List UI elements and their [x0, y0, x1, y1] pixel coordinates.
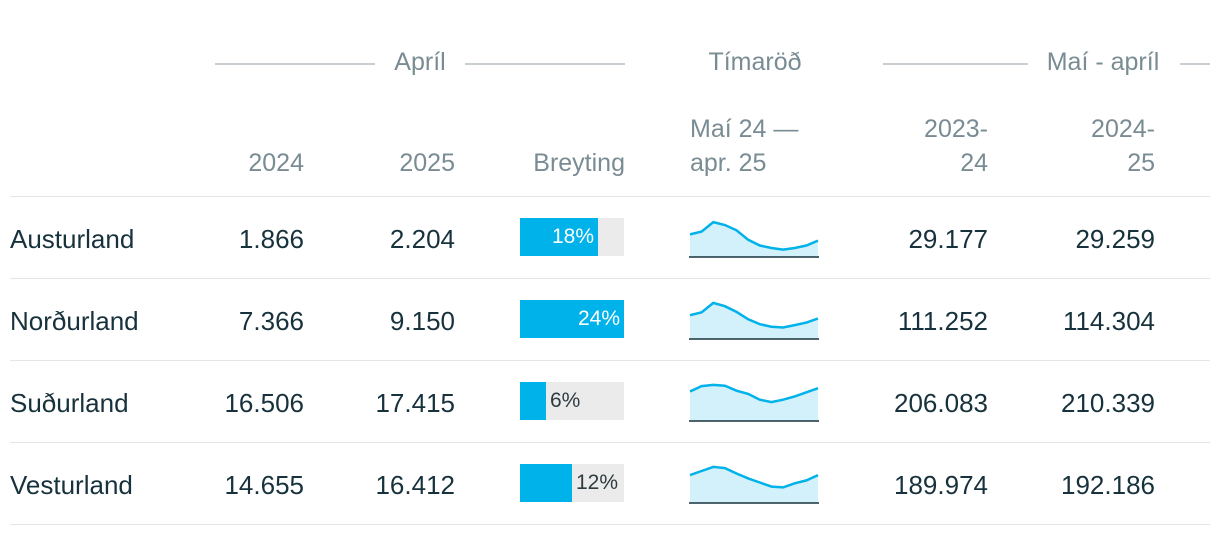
col-header-2025: 2025: [399, 149, 455, 177]
change-bar: [520, 382, 546, 420]
value-period-2324: 29.177: [908, 224, 988, 254]
sparkline-area: [690, 466, 818, 503]
group-line-period-left: [883, 63, 1028, 65]
region-label: Suðurland: [10, 388, 129, 418]
value-period-2425: 29.259: [1075, 224, 1155, 254]
change-bar: [520, 218, 598, 256]
change-bar: [520, 300, 624, 338]
value-2024: 16.506: [224, 388, 304, 418]
value-period-2324: 111.252: [897, 306, 988, 336]
value-2025: 2.204: [389, 224, 455, 254]
col-header-period-2425-line2: 25: [1127, 149, 1155, 177]
col-header-timeseries-line1: Maí 24 —: [690, 115, 799, 143]
sparkline-area: [690, 384, 818, 421]
group-line-april-right: [465, 63, 625, 65]
change-bar: [520, 464, 572, 502]
sparkline-line: [689, 465, 819, 489]
value-2025: 9.150: [389, 306, 455, 336]
col-header-period-2324: 2023- 24: [880, 112, 988, 180]
change-label: 12%: [576, 471, 619, 494]
col-header-timeseries: Maí 24 — apr. 25: [690, 112, 830, 180]
sparkline: [689, 465, 819, 504]
row-divider: [10, 524, 1210, 525]
change-label: 18%: [551, 225, 594, 248]
region-label: Norðurland: [10, 306, 139, 336]
group-line-period-right: [1180, 63, 1210, 65]
region-label: Vesturland: [10, 470, 133, 500]
value-2024: 14.655: [224, 470, 304, 500]
col-header-period-2324-line1: 2023-: [924, 115, 988, 143]
value-2024: 7.366: [238, 306, 304, 336]
row-divider: [10, 360, 1210, 361]
sparkline-line: [689, 220, 819, 251]
value-period-2425: 210.339: [1061, 388, 1155, 418]
col-header-timeseries-line2: apr. 25: [690, 149, 767, 177]
row-divider: [10, 442, 1210, 443]
sparkline-line: [689, 383, 819, 404]
sparkline-area: [690, 302, 818, 339]
row-divider: [10, 278, 1210, 279]
sparkline: [689, 220, 819, 258]
col-header-change: Breyting: [533, 149, 625, 177]
change-label: 24%: [577, 307, 620, 330]
col-header-period-2324-line2: 24: [960, 149, 988, 177]
group-line-april-left: [215, 63, 375, 65]
col-header-period-2425-line1: 2024-: [1091, 115, 1155, 143]
group-label-april: Apríl: [394, 48, 446, 76]
value-2024: 1.866: [238, 224, 304, 254]
change-label: 6%: [550, 389, 581, 412]
col-header-period-2425: 2024- 25: [1040, 112, 1155, 180]
value-period-2425: 192.186: [1061, 470, 1155, 500]
value-2025: 17.415: [375, 388, 455, 418]
region-label: Austurland: [10, 224, 135, 254]
value-2025: 16.412: [375, 470, 455, 500]
col-header-2024: 2024: [248, 149, 304, 177]
sparkline: [689, 383, 819, 422]
sparkline-line: [689, 301, 819, 329]
sparkline: [689, 301, 819, 340]
value-period-2425: 114.304: [1062, 306, 1155, 336]
sparkline-area: [690, 222, 818, 257]
group-label-period: Maí - apríl: [1046, 48, 1160, 76]
row-divider: [10, 196, 1210, 197]
value-period-2324: 189.974: [894, 470, 988, 500]
group-label-timeseries: Tímaröð: [708, 48, 802, 76]
value-period-2324: 206.083: [894, 388, 988, 418]
